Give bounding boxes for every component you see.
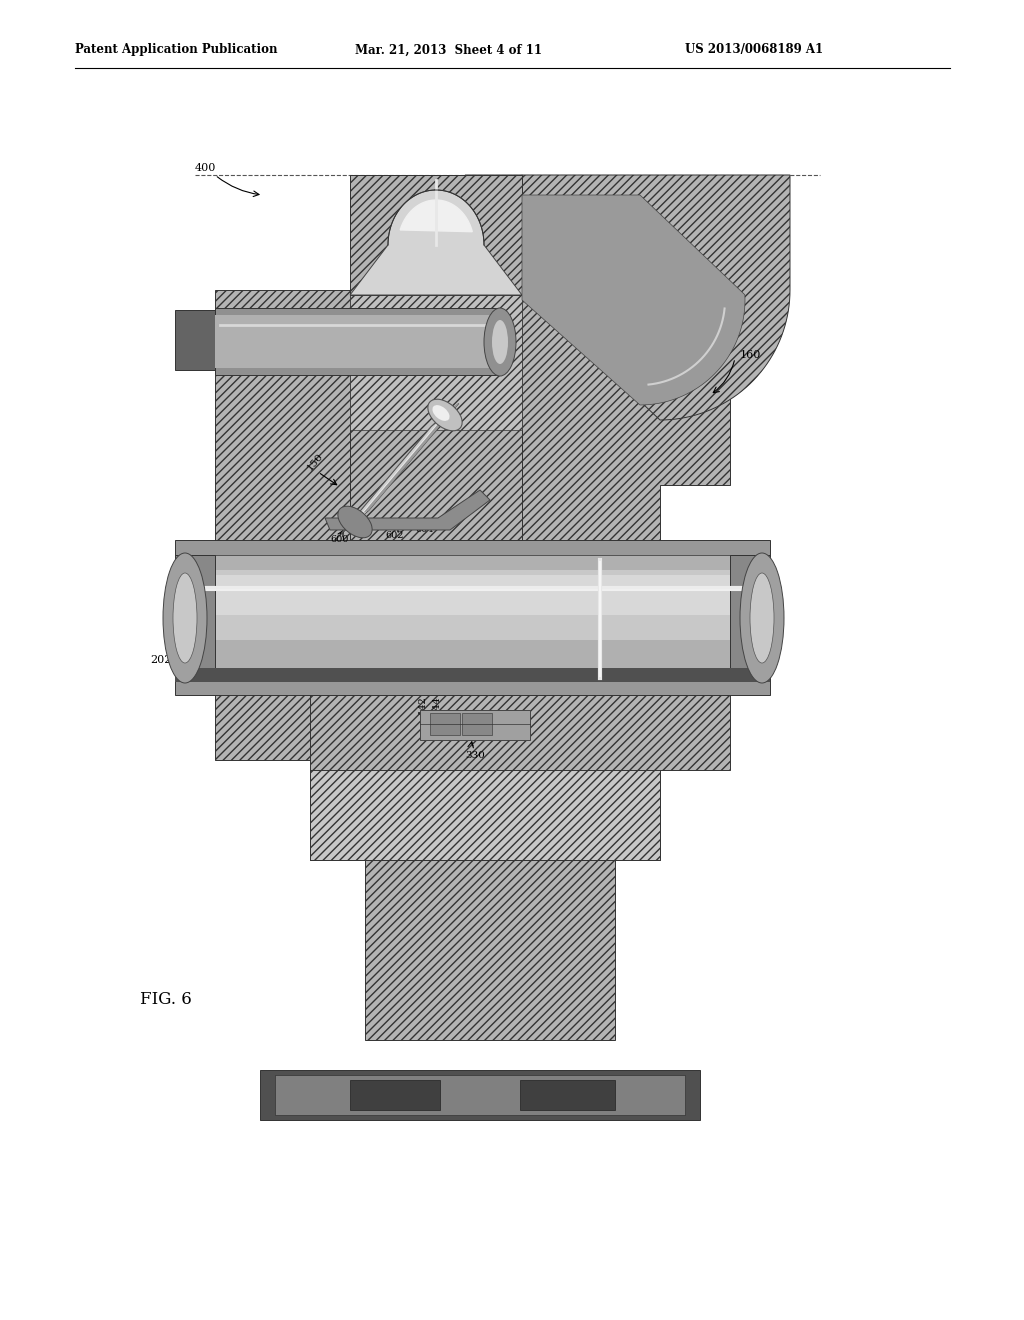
Polygon shape [175,554,215,680]
Bar [462,713,492,735]
Polygon shape [341,404,459,533]
Text: 144: 144 [432,696,441,714]
Text: 330: 330 [465,751,485,759]
Polygon shape [310,696,730,861]
Ellipse shape [432,405,450,421]
Polygon shape [175,540,770,696]
Polygon shape [215,315,500,368]
Text: 150: 150 [305,451,325,473]
Ellipse shape [338,506,372,537]
Polygon shape [215,308,500,375]
Text: 142: 142 [418,696,427,714]
Polygon shape [215,290,350,760]
Polygon shape [175,310,215,370]
Text: 604: 604 [415,525,433,535]
Ellipse shape [163,553,207,682]
Polygon shape [325,490,490,531]
Polygon shape [362,404,459,513]
Polygon shape [522,195,745,405]
Polygon shape [175,576,770,615]
Text: FIG. 6: FIG. 6 [140,991,191,1008]
Ellipse shape [428,399,462,430]
Polygon shape [175,668,770,682]
Ellipse shape [750,573,774,663]
Polygon shape [350,190,522,294]
Polygon shape [365,861,615,1040]
Bar [430,713,460,735]
Polygon shape [400,201,472,232]
Polygon shape [275,1074,685,1115]
Polygon shape [175,570,770,640]
Ellipse shape [173,573,197,663]
Text: Patent Application Publication: Patent Application Publication [75,44,278,57]
Polygon shape [730,554,770,680]
Ellipse shape [492,319,508,364]
Polygon shape [420,710,530,741]
Text: 602: 602 [385,531,403,540]
Polygon shape [522,176,790,420]
Text: 202: 202 [150,655,171,665]
Polygon shape [310,770,660,861]
Polygon shape [260,1071,700,1119]
Text: Mar. 21, 2013  Sheet 4 of 11: Mar. 21, 2013 Sheet 4 of 11 [355,44,542,57]
Polygon shape [350,176,522,294]
Polygon shape [350,290,522,430]
Ellipse shape [740,553,784,682]
Polygon shape [175,554,770,680]
Ellipse shape [484,308,516,376]
Polygon shape [350,176,522,246]
Text: US 2013/0068189 A1: US 2013/0068189 A1 [685,44,823,57]
Polygon shape [347,417,446,531]
Polygon shape [465,176,522,240]
Text: 160: 160 [740,350,762,360]
Polygon shape [350,1080,440,1110]
Text: 400: 400 [195,162,216,173]
Polygon shape [350,290,522,540]
Polygon shape [522,290,730,760]
Polygon shape [520,1080,615,1110]
Polygon shape [350,176,408,240]
Text: 600: 600 [330,536,348,544]
